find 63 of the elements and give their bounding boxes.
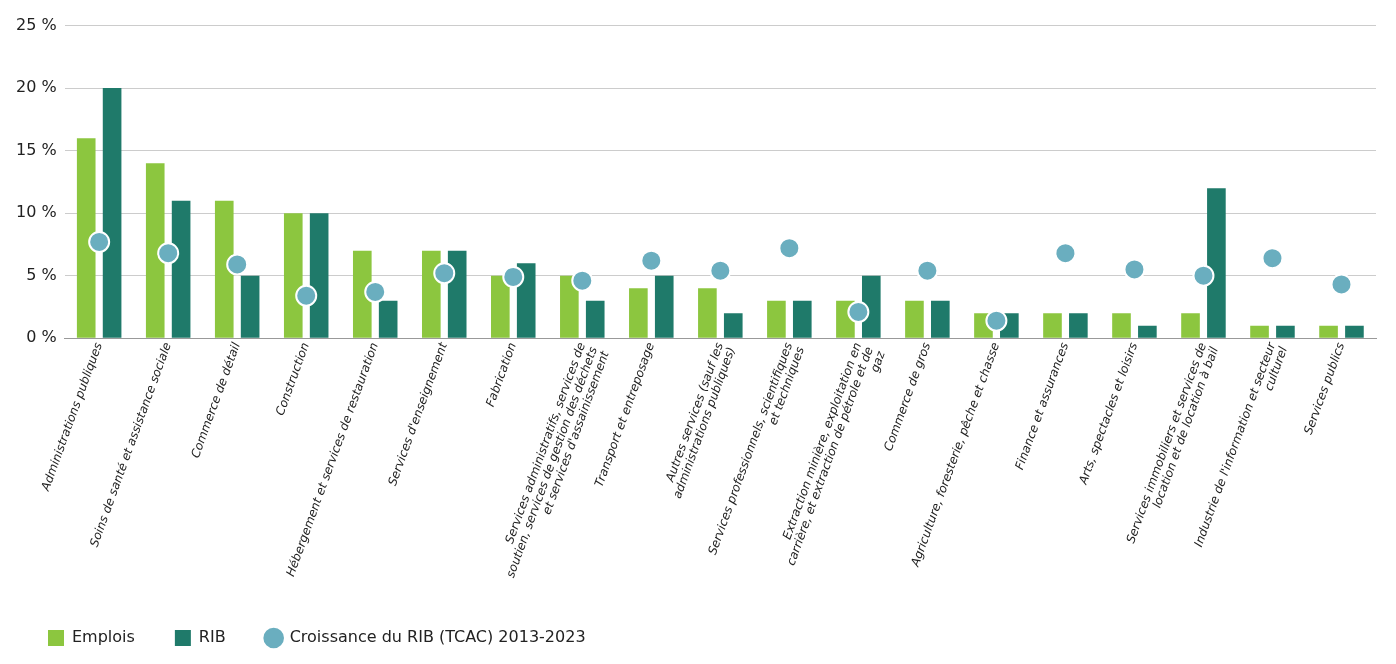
bar [102,88,122,338]
point [502,265,525,288]
bar [560,275,579,338]
bar [1250,325,1269,338]
bar [792,300,812,338]
point [709,259,732,282]
y-tick-label: 0 % [26,327,57,347]
y-tick-label: 5 % [26,264,57,284]
bar [214,200,234,338]
bar [421,250,441,338]
bar [931,300,950,338]
bar [447,250,467,338]
point [433,262,456,285]
point [88,230,111,253]
bar [491,275,510,338]
bar [240,275,260,338]
bar [1319,325,1338,338]
bar [378,300,398,338]
bar [1112,313,1131,338]
point [1261,247,1284,270]
bar [723,313,743,338]
bar [767,300,786,338]
bar [76,138,96,338]
point [157,242,180,265]
y-tick-label: 20 % [15,77,57,97]
point [364,280,387,303]
y-tick-label: 10 % [15,202,57,222]
point [1123,258,1146,281]
bar [1069,313,1088,338]
bar [1276,325,1295,338]
bar [283,213,303,338]
bar [145,163,165,338]
point [916,259,939,282]
bar [654,275,674,338]
point [571,269,594,292]
bar [1181,313,1200,338]
point [778,237,801,260]
bar [1345,325,1364,338]
point [985,309,1008,332]
bar [905,300,924,338]
bar [585,300,605,338]
bar [1043,313,1062,338]
point [295,284,318,307]
legend-label: Croissance du RIB (TCAC) 2013-2023 [289,627,586,647]
point [1330,273,1353,296]
bar [1138,325,1157,338]
point [226,253,249,276]
point [1054,242,1077,265]
legend-label: RIB [198,627,226,647]
bar [516,263,536,338]
point [640,249,663,272]
y-tick-label: 25 % [15,14,57,34]
legend-label: Emplois [72,627,135,647]
bar [309,213,329,338]
bar [171,200,191,338]
point [847,300,870,323]
bar [629,288,648,338]
bar [1207,188,1226,338]
bar [698,288,717,338]
bar [861,275,881,338]
y-tick-label: 15 % [15,139,57,159]
bar [352,250,372,338]
point [1192,264,1215,287]
